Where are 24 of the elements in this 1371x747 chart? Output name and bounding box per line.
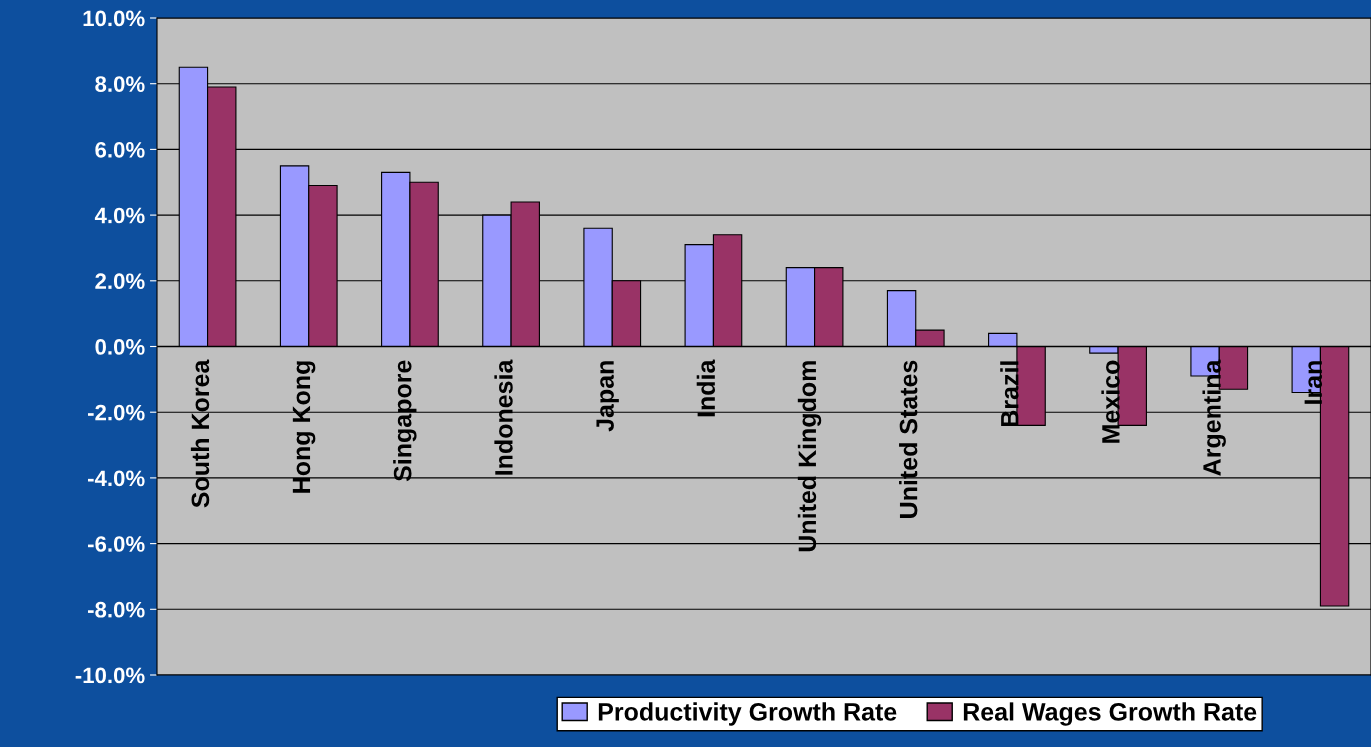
x-tick-label: South Korea: [190, 359, 210, 508]
y-tick-label: 4.0%: [94, 207, 145, 224]
x-tick-label: Japan: [596, 361, 619, 432]
y-tick-label: -6.0%: [88, 536, 145, 552]
y-tick-label: 6.0%: [95, 141, 145, 158]
x-tick-label: Indonesia: [494, 359, 513, 475]
x-tick-label: Argentina: [1202, 359, 1226, 476]
legend-label: Real Wages Growth Rate: [963, 702, 1257, 726]
x-tick-label: Mexico: [1101, 360, 1120, 443]
y-tick-label: -8.0%: [88, 601, 145, 618]
y-tick-label: 0.0%: [95, 339, 145, 355]
y-tick-label: -10.0%: [75, 667, 145, 684]
x-tick-label: Hong Kong: [292, 361, 316, 493]
x-tick-label: Brazil: [1000, 361, 1019, 427]
x-tick-label: United States: [899, 360, 918, 518]
y-tick-label: 2.0%: [95, 273, 145, 290]
y-tick-label: 10.0%: [83, 10, 145, 27]
x-tick-label: Singapore: [393, 360, 417, 482]
y-tick-label: -4.0%: [88, 470, 145, 487]
legend-label: Productivity Growth Rate: [598, 702, 897, 726]
y-tick-label: -2.0%: [88, 404, 145, 421]
x-tick-label: India: [696, 359, 716, 417]
x-tick-label: United Kingdom: [797, 361, 822, 552]
y-tick-label: 8.0%: [95, 76, 145, 92]
